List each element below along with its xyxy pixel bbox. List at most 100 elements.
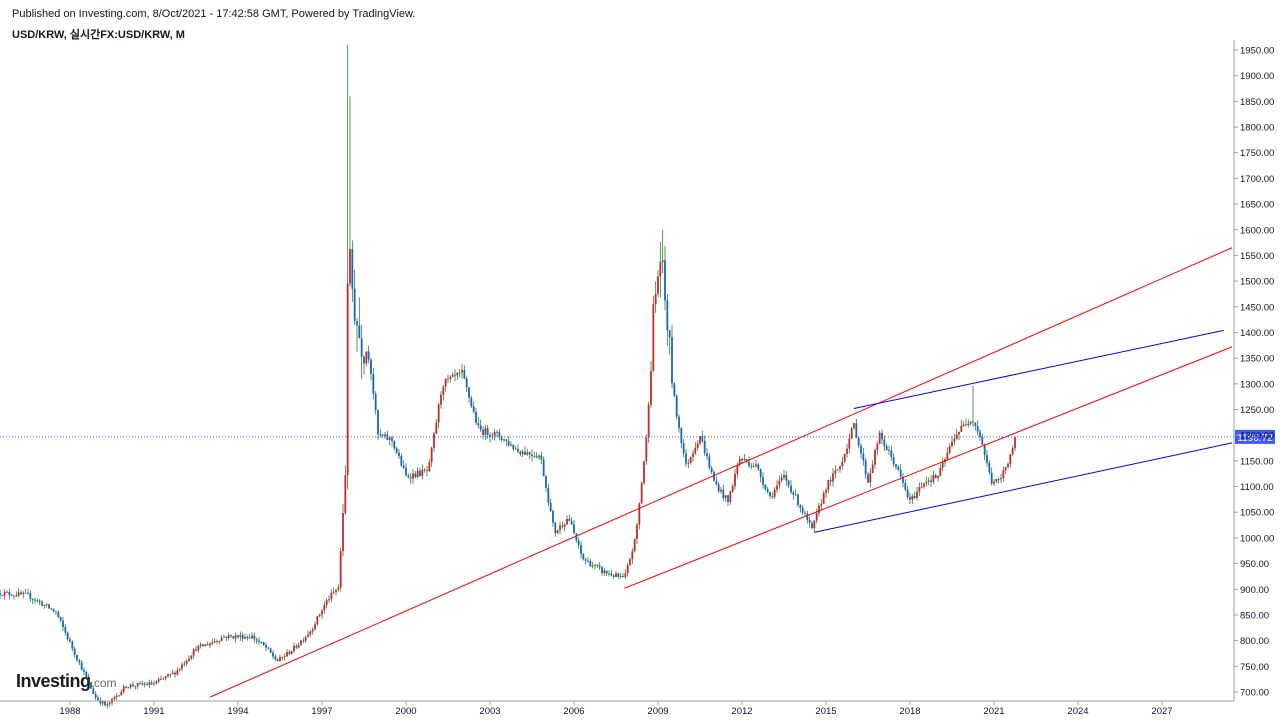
- candle-body: [122, 686, 125, 692]
- candle-body: [531, 454, 533, 457]
- candle-body: [729, 491, 732, 502]
- candle-body: [687, 462, 690, 464]
- x-tick-label: 1997: [311, 706, 332, 717]
- candle-body: [668, 330, 671, 338]
- candle-body: [514, 448, 517, 450]
- candle-body: [661, 260, 664, 263]
- y-tick-label: 1000.00: [1240, 533, 1274, 544]
- candle-body: [204, 644, 207, 647]
- candle-body: [374, 393, 377, 411]
- candle-body: [993, 481, 995, 484]
- candle-body: [419, 470, 421, 476]
- candle-body: [356, 320, 358, 326]
- candle-body: [141, 683, 144, 685]
- candle-body: [762, 477, 764, 485]
- candle-body: [48, 604, 50, 609]
- candle-body: [129, 684, 132, 688]
- candle-body: [328, 599, 330, 601]
- candle-body: [176, 670, 179, 675]
- candle-body: [640, 483, 643, 504]
- y-tick-label: 1700.00: [1240, 174, 1274, 185]
- candle-body: [484, 428, 487, 435]
- candle-body: [743, 459, 746, 461]
- candle-body: [636, 524, 638, 539]
- candle-body: [657, 276, 659, 294]
- candle-body: [934, 475, 937, 479]
- trendline-blue: [853, 329, 1224, 409]
- candle-body: [633, 538, 636, 552]
- candle-body: [925, 481, 928, 484]
- candle-body: [281, 656, 284, 658]
- candle-body: [220, 637, 223, 641]
- candle-body: [500, 436, 503, 441]
- candle-body: [248, 637, 251, 639]
- candle-body: [843, 454, 846, 462]
- x-tick-label: 2027: [1151, 706, 1172, 717]
- y-tick-label: 1750.00: [1240, 148, 1274, 159]
- candle-body: [759, 469, 762, 478]
- candle-body: [421, 469, 424, 476]
- candle-body: [1, 595, 4, 596]
- candle-body: [206, 644, 209, 646]
- candle-body: [444, 378, 447, 387]
- candle-body: [372, 374, 375, 394]
- y-tick-label: 1050.00: [1240, 508, 1274, 519]
- candle-body: [876, 443, 879, 451]
- candle-body: [318, 614, 321, 617]
- candle-body: [293, 645, 295, 652]
- candle-body: [76, 654, 78, 661]
- candle-body: [766, 489, 769, 492]
- candle-body: [73, 648, 76, 655]
- candle-body: [8, 591, 11, 596]
- trendline-blue: [814, 442, 1233, 533]
- candle-body: [559, 525, 561, 531]
- candle-body: [384, 434, 386, 436]
- publish-info: Published on Investing.com, 8/Oct/2021 -…: [12, 8, 416, 20]
- candle-body: [307, 634, 309, 637]
- candle-body: [622, 576, 624, 578]
- candle-body: [738, 458, 741, 465]
- candle-body: [626, 564, 629, 574]
- candle-body: [755, 464, 757, 467]
- candle-body: [50, 608, 53, 610]
- candle-body: [937, 476, 939, 479]
- candle-body: [239, 635, 242, 637]
- candle-body: [995, 479, 998, 482]
- candle-body: [820, 503, 823, 506]
- candle-body: [734, 473, 736, 487]
- candle-body: [227, 635, 230, 639]
- candle-body: [253, 635, 256, 640]
- candle-body: [535, 456, 538, 458]
- candle-body: [218, 640, 221, 642]
- candle-body: [496, 431, 498, 433]
- candle-body: [127, 687, 130, 688]
- candle-body: [528, 452, 531, 455]
- candle-body: [799, 505, 802, 508]
- candle-body: [244, 637, 246, 639]
- candle-body: [825, 489, 827, 493]
- trendline-red: [624, 346, 1233, 589]
- candle-body: [463, 369, 466, 379]
- candle-body: [106, 704, 109, 706]
- candle-body: [988, 462, 991, 473]
- candle-body: [1014, 437, 1016, 449]
- candle-body: [587, 560, 589, 562]
- candle-body: [643, 461, 645, 484]
- candle-body: [953, 438, 956, 442]
- candle-body: [885, 445, 888, 451]
- candle-body: [330, 592, 333, 600]
- candle-body: [834, 470, 837, 474]
- candle-body: [365, 351, 368, 364]
- candle-body: [3, 591, 6, 596]
- candle-body: [416, 470, 419, 477]
- last-price-label: 1196.72: [1237, 433, 1273, 444]
- candle-body: [589, 561, 592, 567]
- candle-body: [398, 452, 400, 457]
- candle-body: [22, 592, 25, 595]
- candle-body: [24, 592, 27, 594]
- candle-body: [426, 470, 428, 472]
- candle-body: [547, 487, 550, 503]
- candle-body: [377, 410, 379, 435]
- candle-body: [797, 494, 799, 506]
